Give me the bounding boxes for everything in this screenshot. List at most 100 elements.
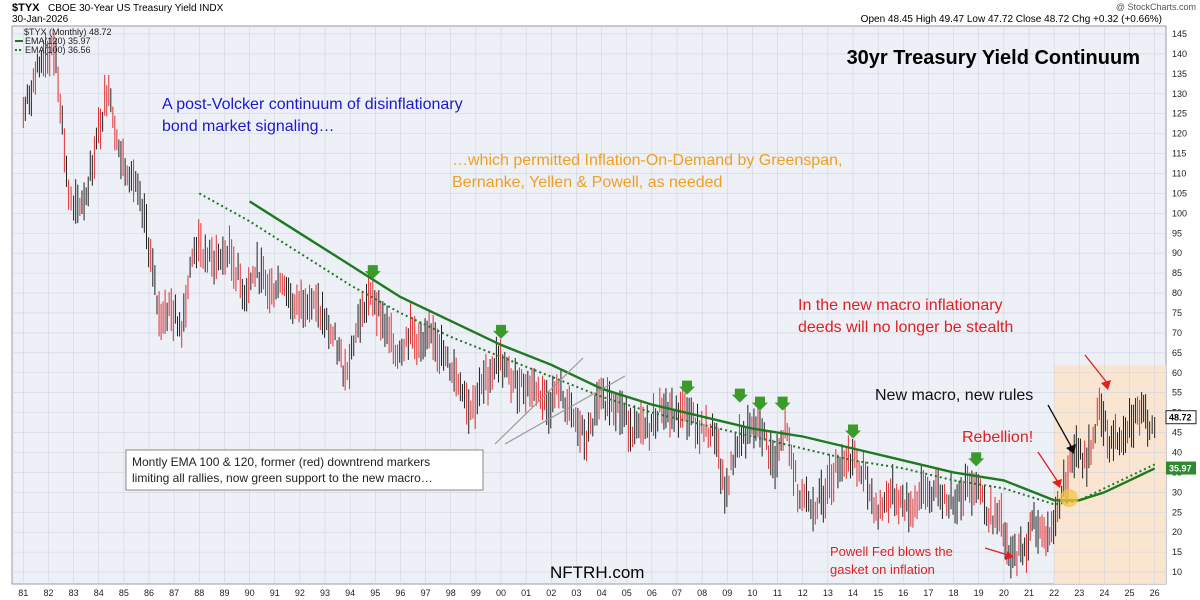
- x-tick-label: 07: [672, 588, 682, 598]
- down-arrow-markers: [364, 265, 985, 467]
- red-arrow-rebellion-head: [1052, 479, 1062, 488]
- callout-pointer-1: [494, 357, 584, 445]
- stockcharts-watermark: @ StockCharts.com: [1116, 2, 1196, 12]
- last-ema-label: 35.97: [1169, 464, 1192, 474]
- x-tick-label: 19: [974, 588, 984, 598]
- x-tick-label: 95: [370, 588, 380, 598]
- annotation-rebellion: Rebellion!: [962, 429, 1033, 446]
- x-tick-label: 24: [1099, 588, 1109, 598]
- down-arrow-marker: [774, 396, 791, 411]
- series-layer: [22, 32, 1156, 579]
- y-tick-label: 65: [1172, 348, 1182, 358]
- y-tick-label: 60: [1172, 368, 1182, 378]
- x-tick-label: 92: [295, 588, 305, 598]
- annotation-powell-1: Powell Fed blows the: [830, 544, 953, 559]
- brand-watermark: NFTRH.com: [550, 563, 644, 582]
- ema-callout: Montly EMA 100 & 120, former (red) downt…: [125, 357, 626, 491]
- legend: $TYX (Monthly) 48.72 EMA(120) 35.97 EMA(…: [15, 27, 112, 55]
- x-tick-label: 81: [18, 588, 28, 598]
- y-tick-label: 105: [1172, 188, 1187, 198]
- y-tick-label: 85: [1172, 268, 1182, 278]
- red-arrow-shade: [1084, 354, 1109, 385]
- x-tick-label: 12: [798, 588, 808, 598]
- red-arrow-rebellion: [1037, 451, 1059, 483]
- annotation-powell-2: gasket on inflation: [830, 562, 935, 577]
- x-tick-label: 09: [722, 588, 732, 598]
- y-tick-label: 135: [1172, 69, 1187, 79]
- x-tick-label: 08: [697, 588, 707, 598]
- black-arrow-new-macro: [1047, 404, 1073, 449]
- y-tick-label: 30: [1172, 487, 1182, 497]
- callout-box: [125, 449, 484, 491]
- y-tick-label: 125: [1172, 109, 1187, 119]
- x-tick-label: 89: [219, 588, 229, 598]
- y-tick-label: 15: [1172, 547, 1182, 557]
- x-tick-label: 11: [773, 588, 782, 598]
- x-tick-label: 17: [923, 588, 933, 598]
- y-tick-label: 80: [1172, 288, 1182, 298]
- annotation-orange-2: Bernanke, Yellen & Powell, as needed: [452, 174, 722, 191]
- x-tick-label: 18: [949, 588, 959, 598]
- callout-pointer-2: [504, 375, 626, 445]
- new-macro-shaded-region: [1054, 364, 1166, 584]
- y-tick-label: 90: [1172, 248, 1182, 258]
- black-arrow-new-macro-head: [1066, 444, 1076, 454]
- x-tick-label: 90: [245, 588, 255, 598]
- x-tick-label: 82: [43, 588, 53, 598]
- y-tick-label: 10: [1172, 567, 1182, 577]
- y-tick-label: 55: [1172, 388, 1182, 398]
- red-arrow-shade-head: [1101, 380, 1111, 390]
- x-tick-label: 13: [823, 588, 833, 598]
- instrument-name: CBOE 30-Year US Treasury Yield INDX: [48, 3, 224, 14]
- x-tick-label: 99: [471, 588, 481, 598]
- y-tick-label: 75: [1172, 308, 1182, 318]
- y-axis: 1015202530354045505560657075808590951001…: [1165, 29, 1197, 577]
- x-tick-label: 15: [873, 588, 883, 598]
- annotation-blue-1: A post-Volcker continuum of disinflation…: [162, 96, 463, 113]
- annotation-orange-1: …which permitted Inflation-On-Demand by …: [452, 152, 842, 169]
- callout-text-1: Montly EMA 100 & 120, former (red) downt…: [132, 455, 430, 469]
- y-tick-label: 140: [1172, 49, 1187, 59]
- y-tick-label: 95: [1172, 228, 1182, 238]
- x-tick-label: 21: [1024, 588, 1034, 598]
- x-tick-label: 14: [848, 588, 858, 598]
- x-tick-label: 26: [1150, 588, 1160, 598]
- y-tick-label: 20: [1172, 527, 1182, 537]
- x-tick-label: 88: [194, 588, 204, 598]
- chart-date: 30-Jan-2026: [12, 14, 69, 25]
- legend-ema100: EMA(100) 36.56: [25, 45, 91, 55]
- x-tick-label: 94: [345, 588, 355, 598]
- x-tick-label: 04: [597, 588, 607, 598]
- y-tick-label: 100: [1172, 208, 1187, 218]
- annotation-new-macro: New macro, new rules: [875, 387, 1033, 404]
- annotation-arrows: [984, 354, 1111, 560]
- price-bars: [22, 32, 1156, 579]
- x-tick-label: 87: [169, 588, 179, 598]
- x-tick-label: 23: [1074, 588, 1084, 598]
- down-arrow-marker: [731, 388, 748, 403]
- x-tick-label: 96: [395, 588, 405, 598]
- y-tick-label: 45: [1172, 428, 1182, 438]
- x-tick-label: 20: [999, 588, 1009, 598]
- chart-title: 30yr Treasury Yield Continuum: [847, 47, 1140, 69]
- x-tick-label: 10: [747, 588, 757, 598]
- y-tick-label: 110: [1172, 168, 1186, 178]
- legend-ema120: EMA(120) 35.97: [25, 36, 91, 46]
- down-arrow-marker: [751, 396, 768, 411]
- annotation-red-2: deeds will no longer be stealth: [798, 319, 1013, 336]
- x-tick-label: 91: [270, 588, 280, 598]
- x-tick-label: 16: [898, 588, 908, 598]
- legend-price: $TYX (Monthly) 48.72: [24, 27, 112, 37]
- x-tick-label: 00: [496, 588, 506, 598]
- x-axis: 81 82 83 84 85 86 87 88 89 90 91 92 93 94 95 96 97 98 99 00…: [18, 588, 1159, 598]
- down-arrow-marker: [364, 265, 381, 280]
- x-tick-label: 01: [521, 588, 531, 598]
- y-tick-label: 40: [1172, 447, 1182, 457]
- rebellion-highlight: [1060, 489, 1078, 507]
- y-tick-label: 25: [1172, 507, 1182, 517]
- x-tick-label: 97: [421, 588, 431, 598]
- x-tick-label: 05: [622, 588, 632, 598]
- down-arrow-marker: [493, 324, 510, 339]
- x-tick-label: 02: [546, 588, 556, 598]
